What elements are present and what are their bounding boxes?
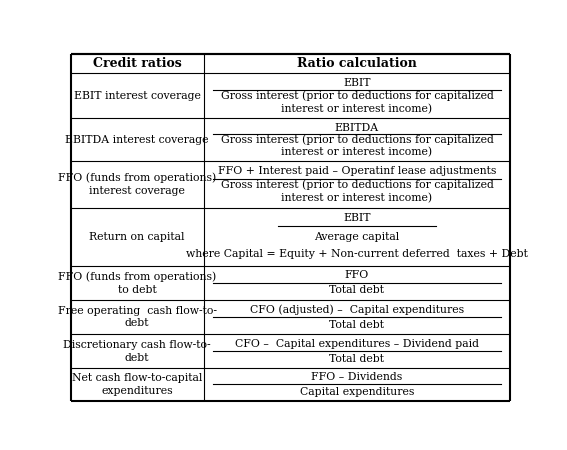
Text: Ratio calculation: Ratio calculation [297, 57, 417, 70]
Text: Discretionary cash flow-to-
debt: Discretionary cash flow-to- debt [64, 340, 211, 363]
Text: EBIT: EBIT [343, 78, 371, 88]
Text: CFO (adjusted) –  Capital expenditures: CFO (adjusted) – Capital expenditures [250, 304, 464, 315]
Text: Gross interest (prior to deductions for capitalized
interest or interest income): Gross interest (prior to deductions for … [221, 180, 493, 203]
Text: Gross interest (prior to deductions for capitalized
interest or interest income): Gross interest (prior to deductions for … [221, 134, 493, 158]
Text: FFO (funds from operations)
interest coverage: FFO (funds from operations) interest cov… [58, 173, 217, 196]
Text: FFO + Interest paid – Operatinf lease adjustments: FFO + Interest paid – Operatinf lease ad… [218, 166, 496, 176]
Text: FFO – Dividends: FFO – Dividends [311, 373, 403, 382]
Text: Capital expenditures: Capital expenditures [300, 387, 414, 396]
Text: CFO –  Capital expenditures – Dividend paid: CFO – Capital expenditures – Dividend pa… [235, 339, 479, 349]
Text: EBIT: EBIT [343, 213, 371, 223]
Text: EBITDA: EBITDA [335, 122, 379, 133]
Text: Net cash flow-to-capital
expenditures: Net cash flow-to-capital expenditures [72, 373, 202, 396]
Text: FFO (funds from operations)
to debt: FFO (funds from operations) to debt [58, 271, 217, 295]
Text: Free operating  cash flow-to-
debt: Free operating cash flow-to- debt [58, 306, 217, 328]
Text: Total debt: Total debt [329, 354, 384, 364]
Text: Total debt: Total debt [329, 285, 384, 295]
Text: where Capital = Equity + Non-current deferred  taxes + Debt: where Capital = Equity + Non-current def… [186, 249, 528, 259]
Text: EBIT interest coverage: EBIT interest coverage [74, 91, 201, 101]
Text: FFO: FFO [345, 270, 369, 280]
Text: Credit ratios: Credit ratios [93, 57, 181, 70]
Text: Total debt: Total debt [329, 320, 384, 329]
Text: EBITDA interest coverage: EBITDA interest coverage [65, 135, 209, 144]
Text: Gross interest (prior to deductions for capitalized
interest or interest income): Gross interest (prior to deductions for … [221, 91, 493, 114]
Text: Average capital: Average capital [314, 232, 400, 242]
Text: Return on capital: Return on capital [90, 232, 185, 242]
